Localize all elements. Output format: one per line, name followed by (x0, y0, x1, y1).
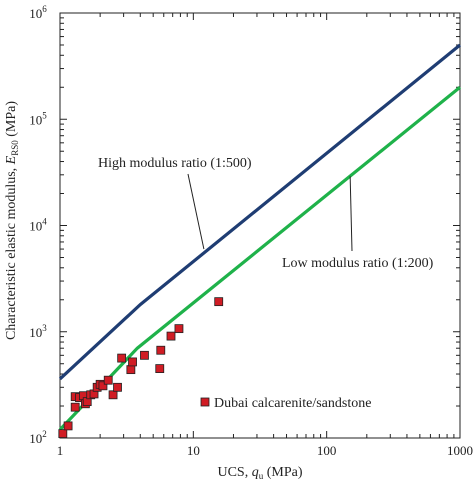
scatter-point (128, 357, 137, 367)
leader-line-high (187, 173, 205, 250)
y-axis-label: Characteristic elastic modulus, ERS0 (MP… (4, 101, 20, 340)
series-line-0 (58, 43, 462, 381)
x-axis-label: UCS, qu (MPa) (217, 465, 302, 481)
annotation-low-modulus: Low modulus ratio (1:200) (282, 256, 434, 271)
y-tick-label: 104 (29, 217, 47, 234)
scatter-point (98, 381, 108, 391)
scatter-point (140, 350, 149, 360)
plot-area: 1 10 100 1000 102 103 104 105 106 High modulus ra… (4, 4, 473, 481)
scatter-point (155, 364, 165, 373)
scatter-point (214, 297, 224, 307)
legend-label: Dubai calcarenite/sandstone (214, 396, 371, 411)
x-tick-label: 1000 (447, 443, 473, 458)
y-tick-label: 103 (29, 323, 47, 340)
annotation-high-modulus: High modulus ratio (1:500) (98, 156, 252, 171)
scatter-point (70, 402, 80, 412)
leader-line-low (349, 176, 353, 252)
x-tick-label: 10 (187, 443, 200, 458)
scatter-point (58, 429, 68, 439)
legend-marker (200, 397, 210, 407)
scatter-point (117, 353, 127, 363)
scatter-point (166, 331, 176, 341)
scatter-point (126, 365, 136, 375)
x-tick-label: 100 (317, 443, 337, 458)
scatter-point (113, 382, 122, 392)
y-tick-label: 106 (29, 4, 47, 21)
plot-frame (59, 12, 461, 439)
x-tick-label: 1 (57, 443, 64, 458)
scatter-point (103, 375, 113, 385)
y-tick-label: 102 (29, 429, 47, 446)
scatter-point (63, 421, 73, 431)
y-tick-label: 105 (29, 110, 47, 127)
scatter-point (108, 390, 118, 400)
scatter-point (156, 345, 166, 355)
scatter-point (174, 324, 184, 334)
